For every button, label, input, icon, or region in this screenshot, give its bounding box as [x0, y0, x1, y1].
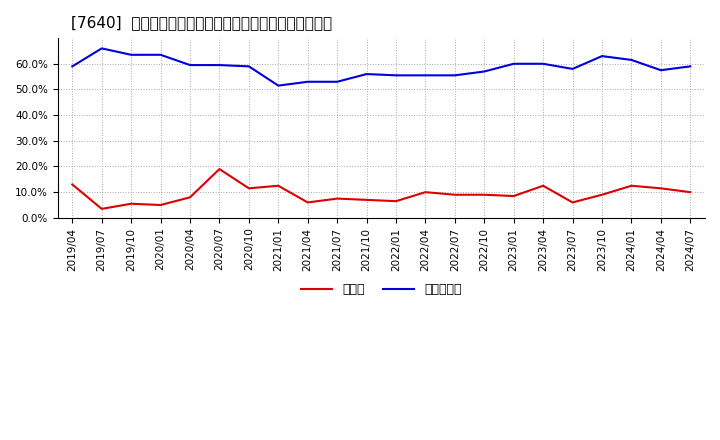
有利子負債 [362, 71, 371, 77]
有利子負債 [392, 73, 400, 78]
有利子負債 [539, 61, 547, 66]
有利子負債 [510, 61, 518, 66]
有利子負債 [156, 52, 165, 58]
有利子負債 [568, 66, 577, 72]
有利子負債 [480, 69, 489, 74]
現頲金 [333, 196, 341, 201]
現頲金 [598, 192, 606, 198]
現頲金 [451, 192, 459, 198]
現頲金 [539, 183, 547, 188]
現頲金 [392, 198, 400, 204]
現頲金 [627, 183, 636, 188]
現頲金 [686, 190, 695, 195]
Line: 現頲金: 現頲金 [72, 169, 690, 209]
有利子負債 [97, 46, 106, 51]
有利子負債 [127, 52, 135, 58]
Text: [7640]  現頲金、有利子負債の総資産に対する比率の推移: [7640] 現頲金、有利子負債の総資産に対する比率の推移 [71, 15, 332, 30]
有利子負債 [657, 68, 665, 73]
現頲金 [303, 200, 312, 205]
有利子負債 [68, 64, 76, 69]
現頲金 [215, 166, 224, 172]
現頲金 [568, 200, 577, 205]
有利子負債 [186, 62, 194, 68]
現頲金 [245, 186, 253, 191]
有利子負債 [686, 64, 695, 69]
現頲金 [362, 197, 371, 202]
現頲金 [68, 182, 76, 187]
現頲金 [657, 186, 665, 191]
Line: 有利子負債: 有利子負債 [72, 48, 690, 86]
有利子負債 [245, 64, 253, 69]
現頲金 [156, 202, 165, 208]
有利子負債 [333, 79, 341, 84]
有利子負債 [274, 83, 283, 88]
現頲金 [186, 194, 194, 200]
現頲金 [480, 192, 489, 198]
有利子負債 [598, 53, 606, 59]
現頲金 [127, 201, 135, 206]
有利子負債 [451, 73, 459, 78]
現頲金 [274, 183, 283, 188]
有利子負債 [421, 73, 430, 78]
現頲金 [510, 194, 518, 199]
現頲金 [421, 190, 430, 195]
Legend: 現頲金, 有利子負債: 現頲金, 有利子負債 [296, 279, 467, 301]
現頲金 [97, 206, 106, 212]
有利子負債 [627, 57, 636, 62]
有利子負債 [215, 62, 224, 68]
有利子負債 [303, 79, 312, 84]
